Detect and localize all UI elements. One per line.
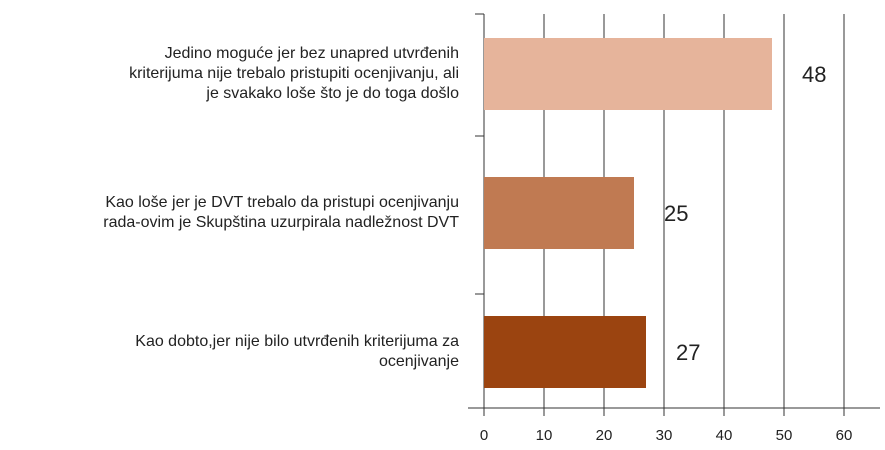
value-label: 27	[676, 340, 700, 365]
bar	[484, 177, 634, 249]
y-tick-label: Kao dobto,jer nije bilo utvrđenih kriter…	[135, 333, 459, 350]
bar	[484, 38, 772, 110]
bar	[484, 316, 646, 388]
x-tick-label: 40	[716, 427, 733, 444]
x-tick-label: 0	[480, 427, 488, 444]
y-tick-label: je svakako loše što je do toga došlo	[205, 85, 459, 102]
y-tick-label: rada-ovim je Skupština uzurpirala nadlež…	[103, 214, 459, 231]
x-tick-label: 60	[836, 427, 853, 444]
x-tick-label: 30	[656, 427, 673, 444]
x-tick-label: 50	[776, 427, 793, 444]
y-tick-label: Jedino moguće jer bez unapred utvrđenih	[165, 45, 459, 62]
x-tick-label: 20	[596, 427, 613, 444]
y-tick-label: kriterijuma nije trebalo pristupiti ocen…	[129, 65, 459, 82]
y-tick-label: ocenjivanje	[379, 353, 459, 370]
value-label: 48	[802, 62, 826, 87]
value-label: 25	[664, 201, 688, 226]
y-tick-label: Kao loše jer je DVT trebalo da pristupi …	[105, 194, 459, 211]
x-tick-label: 10	[536, 427, 553, 444]
